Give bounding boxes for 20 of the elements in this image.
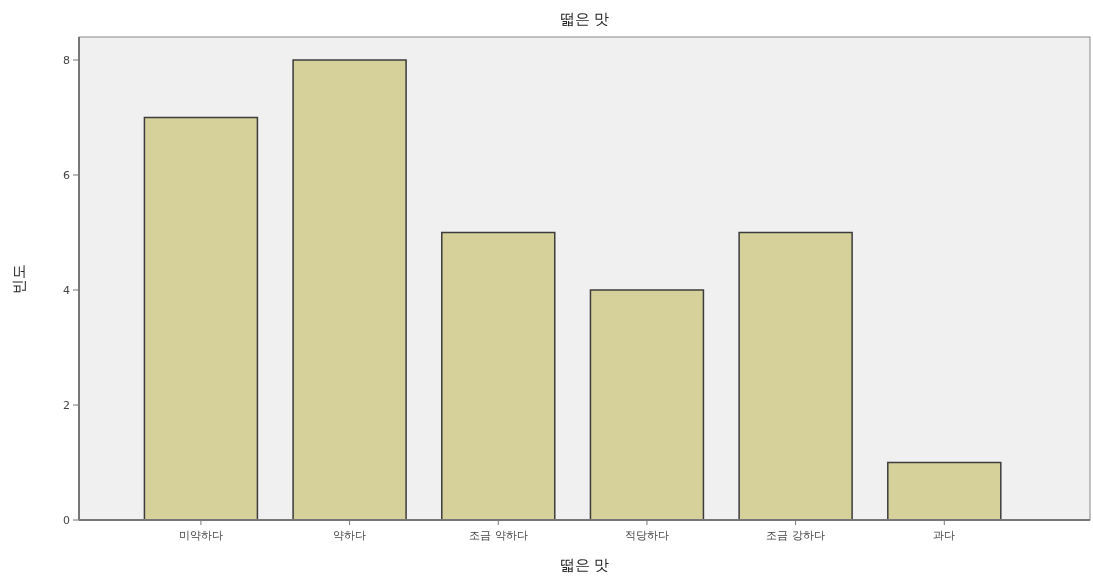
bar [589,289,705,521]
x-tick-label: 약하다 [333,529,367,542]
x-tick-label: 조금 강하다 [766,529,825,542]
x-tick-label: 조금 약하다 [469,529,528,542]
y-tick-label: 0 [63,514,70,527]
bar [887,461,1002,521]
y-tick-label: 4 [63,284,70,297]
bar [143,116,259,521]
bar [738,231,853,521]
y-tick-label: 8 [63,54,70,67]
bar [441,231,556,521]
x-axis-title: 떫은 맛 [559,556,610,574]
y-axis-title: 빈도 [10,263,28,294]
x-tick-label: 미약하다 [178,529,223,542]
y-tick-label: 2 [63,399,70,412]
y-tick-label: 6 [63,169,70,182]
x-tick-label: 과다 [933,529,956,542]
x-tick-label: 적당하다 [624,529,669,542]
chart-title: 떫은 맛 [559,10,610,28]
bar [292,59,407,521]
